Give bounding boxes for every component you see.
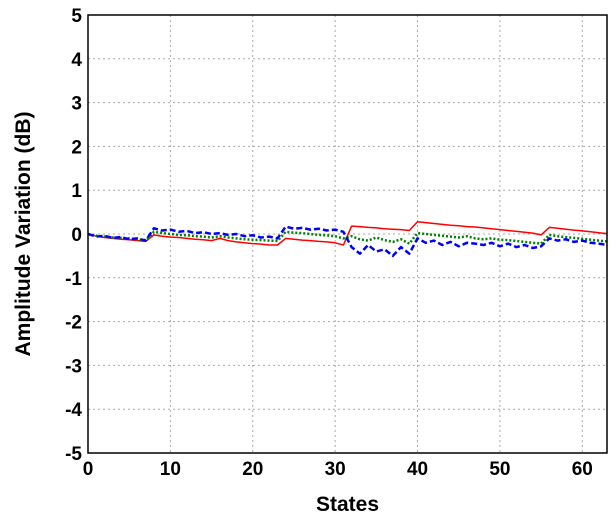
x-tick-label: 60 <box>572 459 593 480</box>
x-tick-label: 30 <box>325 459 346 480</box>
grid-lines <box>88 15 607 453</box>
y-tick-label: 4 <box>71 50 82 71</box>
y-tick-label: -2 <box>65 313 82 334</box>
y-tick-label: -1 <box>65 269 82 290</box>
series-line <box>87 225 608 258</box>
series-line <box>87 220 608 246</box>
series-layer <box>87 220 608 258</box>
plot-frame <box>87 14 608 454</box>
x-axis-label: States <box>316 493 379 516</box>
x-tick-label: 0 <box>83 459 94 480</box>
y-tick-label: 0 <box>71 225 82 246</box>
y-tick-label: 5 <box>71 6 82 27</box>
x-tick-label: 20 <box>242 459 263 480</box>
y-axis-label: Amplitude Variation (dB) <box>12 111 35 356</box>
y-tick-label: 2 <box>71 137 82 158</box>
y-tick-label: 3 <box>71 94 82 115</box>
x-tick-label: 50 <box>489 459 510 480</box>
x-tick-label: 10 <box>160 459 181 480</box>
x-tick-label: 40 <box>407 459 428 480</box>
y-tick-label: -3 <box>65 356 82 377</box>
y-tick-label: 1 <box>71 181 82 202</box>
y-tick-label: -5 <box>65 444 82 465</box>
y-tick-label: -4 <box>65 400 82 421</box>
